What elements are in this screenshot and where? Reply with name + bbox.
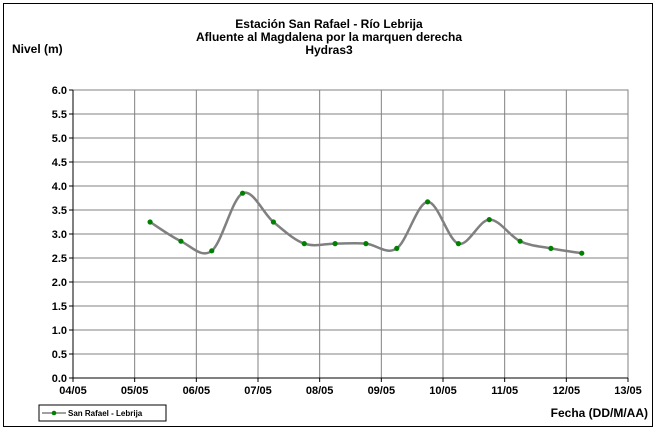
x-axis-title: Fecha (DD/M/AA) [551,406,648,420]
y-tick-label: 0.0 [52,373,67,385]
y-tick-label: 4.5 [52,157,67,169]
data-point [178,238,184,244]
data-point [239,190,246,196]
data-point [517,238,523,244]
y-tick-label: 2.5 [52,253,67,265]
y-tick-label: 3.0 [52,229,67,241]
data-point [394,245,400,251]
data-point [455,241,462,247]
data-point [147,219,153,225]
x-tick-label: 09/05 [368,385,396,397]
y-tick-label: 5.0 [52,133,67,145]
title-line-3: Hydras3 [305,43,353,57]
data-point [209,248,215,254]
data-point [486,217,492,223]
data-point [332,241,338,247]
data-point [579,250,585,256]
series-layer [147,190,585,256]
chart-title: Estación San Rafael - Río Lebrija Afluen… [196,17,462,57]
title-line-2: Afluente al Magdalena por la marquen der… [196,30,462,44]
data-point [301,241,307,247]
y-axis-title: Nivel (m) [12,42,63,56]
chart-frame: Estación San Rafael - Río Lebrija Afluen… [3,3,653,427]
data-point [270,219,277,225]
data-point [424,199,431,205]
y-tick-label: 1.5 [52,301,67,313]
x-tick-label: 11/05 [491,385,518,397]
title-line-1: Estación San Rafael - Río Lebrija [235,17,423,31]
y-tick-label: 5.5 [52,109,67,121]
legend-label: San Rafael - Lebrija [68,409,143,418]
x-tick-label: 06/05 [183,385,211,397]
chart-svg: Estación San Rafael - Río Lebrija Afluen… [12,17,648,422]
x-tick-label: 07/05 [244,385,272,397]
grid-lines [73,89,628,378]
x-tick-label: 13/05 [614,385,642,397]
y-tick-label: 2.0 [52,277,67,289]
y-tick-label: 0.5 [52,349,67,361]
axes [69,89,629,382]
x-tick-label: 10/05 [429,385,457,397]
legend: San Rafael - Lebrija [38,404,167,422]
x-tick-label: 12/05 [553,385,581,397]
y-tick-label: 6.0 [52,85,67,97]
y-tick-label: 4.0 [52,181,67,193]
legend-marker-sample [51,410,57,416]
x-tick-label: 05/05 [121,385,149,397]
y-tick-labels: 0.0 0.5 1.0 1.5 2.0 2.5 3.0 3.5 4.0 4.5 5.0 5.5 6.0 [52,85,67,385]
data-point [363,241,369,247]
legend-box [38,404,167,422]
x-tick-labels: 04/05 05/05 06/05 07/05 08/05 09/05 10/05 11/05… [59,385,642,397]
x-tick-label: 08/05 [306,385,334,397]
y-tick-label: 1.0 [52,325,67,337]
x-tick-label: 04/05 [59,385,87,397]
y-tick-label: 3.5 [52,205,67,217]
data-point [548,245,554,251]
